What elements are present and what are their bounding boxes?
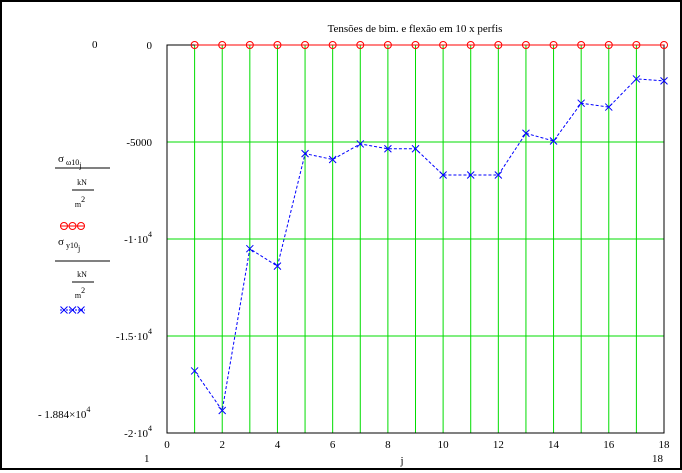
y-tick-label: 0 [147,40,153,52]
y-tick-labels: 0 -5000 -1·104 -1.5·104 -2·104 [116,40,153,440]
data-point-circle [77,222,85,230]
x-range-max-label: 18 [652,453,664,465]
data-point-circle [218,41,227,49]
x-tick-label: 4 [275,439,281,451]
x-tick-label: 12 [493,439,504,451]
data-point-x [218,406,227,415]
x-tick-label: 18 [659,439,671,451]
legend-1-unit-num: kN [77,270,87,279]
legend-0-marker [60,222,85,230]
chart-title: Tensões de bim. e flexão em 10 x perfis [328,23,503,35]
data-point-x [190,367,199,375]
legend-1-sub: y10 [66,241,78,250]
data-point-x [439,171,447,179]
legend-0-subsub: j [78,161,81,170]
data-point-x [604,103,613,111]
data-point-x [549,137,558,145]
y-tick-label: -5000 [126,137,152,149]
data-point-circle [190,41,199,49]
y-range-min-base: - 1.884×10 [38,409,87,421]
x-range-min-label: 1 [144,453,150,465]
legend-entry-1: σ y10j kN m2 [55,236,110,314]
series-line-1 [194,78,665,412]
x-tick-label: 0 [164,439,170,451]
data-point-x [660,77,668,85]
legend-0-symbol: σ ω10j [58,153,81,170]
x-tick-label: 6 [330,439,336,451]
data-point-x [384,144,392,153]
x-tick-label: 14 [548,439,560,451]
y-range-max-label: 0 [92,39,98,51]
data-point-x [77,306,85,314]
y-tick-label: -1·104 [124,230,152,246]
y-tick-label: -1.5·104 [116,327,152,343]
x-tick-label: 10 [438,439,450,451]
x-tick-labels: 0 2 4 6 8 10 12 14 16 18 [164,439,670,451]
data-point-circle [383,41,392,49]
legend-1-main: σ [58,236,64,248]
data-point-x [301,149,309,158]
data-point-circle [604,41,613,49]
y-tick-label: -2·104 [124,424,152,440]
legend-0-unit-num: kN [77,178,87,187]
x-tick-label: 2 [219,439,225,451]
data-point-circle [521,41,530,49]
legend-0-unit-exp: 2 [81,195,85,204]
x-axis-label: j [399,455,403,467]
data-point-x [466,171,475,179]
y-range-min-label: - 1.884×104 [38,405,90,421]
data-point-circle [549,41,558,49]
data-point-circle [577,41,586,49]
y-range-min-exp: 4 [86,405,90,414]
legend-1-symbol: σ y10j [58,236,80,253]
data-point-circle [273,41,282,49]
data-point-circle [60,222,68,230]
data-point-x [522,129,530,138]
data-point-x [577,99,586,108]
data-point-x [68,306,77,314]
data-point-circle [632,41,641,49]
grid-lines [167,44,664,433]
legend-0-unit-den: m2 [75,195,85,209]
data-point-x [494,171,503,179]
data-point-x [60,306,68,314]
data-point-circle [356,41,365,49]
data-point-circle [328,41,337,49]
data-point-x [328,155,337,164]
legend-1-marker [60,306,85,314]
data-point-circle [660,41,668,49]
chart: Tensões de bim. e flexão em 10 x perfis … [38,23,670,467]
data-point-circle [466,41,475,49]
data-point-circle [68,222,77,230]
data-point-circle [301,41,310,49]
data-point-x [632,75,641,83]
legend-0-main: σ [58,153,64,165]
data-point-circle [439,41,448,49]
data-point-x [356,140,365,148]
legend-0-sub: ω10 [66,158,79,167]
data-point-circle [411,41,420,49]
data-point-circle [494,41,503,49]
x-tick-label: 16 [603,439,615,451]
legend-entry-0: σ ω10j kN m2 [55,153,110,230]
series-group [190,41,668,415]
legend-1-unit-exp: 2 [81,286,85,295]
legend-0-unit-den-base: m [75,200,82,209]
data-point-x [245,244,254,253]
data-point-x [273,262,282,271]
data-point-circle [245,41,254,49]
legend-1-subsub: j [77,244,80,253]
legend-1-unit-den: m2 [75,286,85,300]
data-point-x [411,144,420,153]
x-tick-label: 8 [385,439,391,451]
legend-1-unit-den-base: m [75,291,82,300]
